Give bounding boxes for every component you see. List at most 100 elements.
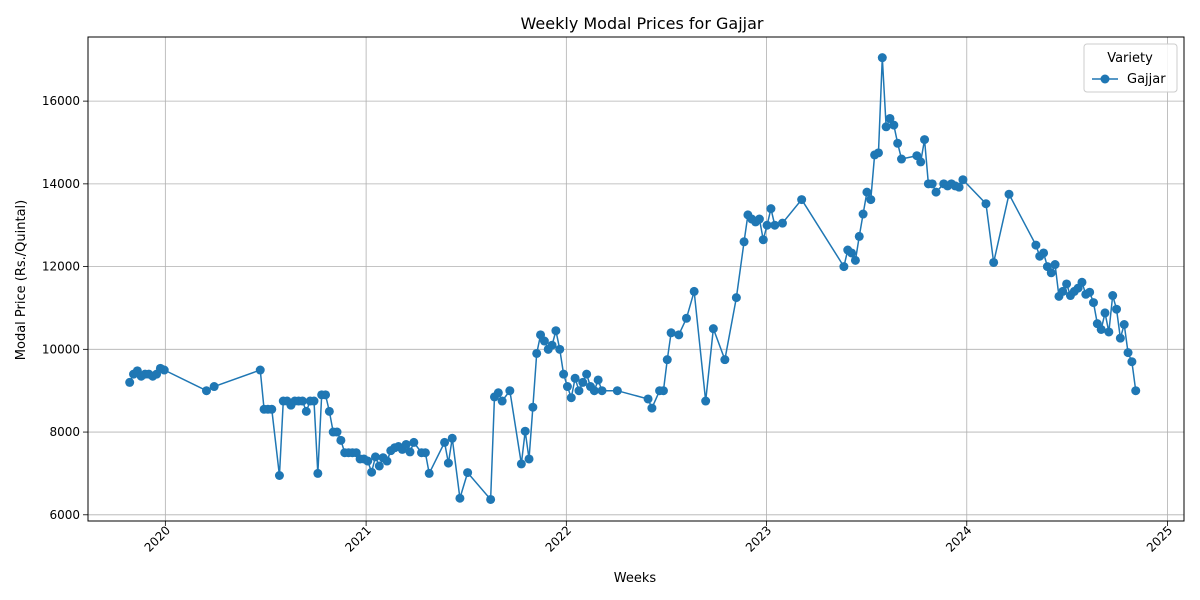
data-point [666,328,676,338]
data-point [1004,189,1014,199]
data-point [866,195,876,205]
data-point [455,493,465,503]
x-tick-label: 2025 [1144,523,1175,554]
data-point [839,262,849,272]
y-tick-label: 12000 [42,260,80,274]
data-point [927,179,937,189]
data-point [405,447,415,457]
data-point [643,394,653,404]
series-line [129,57,1137,502]
y-tick-label: 10000 [42,342,80,356]
data-point [989,257,999,267]
data-point [297,396,307,406]
data-point [447,433,457,443]
data-point [321,390,331,400]
y-tick-label: 6000 [49,508,80,522]
data-point [847,248,857,258]
data-point [1058,286,1068,296]
data-point [850,255,860,265]
data-point [547,340,557,350]
data-point [363,456,373,466]
chart-title: Weekly Modal Prices for Gajjar [521,14,764,33]
data-point [754,214,764,224]
y-tick-label: 14000 [42,177,80,191]
data-point [1088,298,1098,308]
series-gajjar [125,53,1141,504]
data-point [797,195,807,205]
x-tick-label: 2022 [543,523,574,554]
data-point [897,154,906,164]
y-axis-label: Modal Price (Rs./Quintal) [14,200,29,360]
data-point [463,468,473,478]
data-point [570,373,580,383]
y-tick-label: 16000 [42,94,80,108]
data-point [1104,327,1114,337]
data-point [409,437,419,447]
data-point [324,406,334,416]
data-point [443,458,453,468]
data-point [313,468,323,478]
data-point [1127,357,1137,367]
x-tick-label: 2021 [342,523,373,554]
data-point [374,461,384,471]
data-point [1096,324,1106,334]
data-point [1123,348,1133,358]
data-point [958,175,968,185]
data-point [931,187,941,197]
data-point [593,375,603,385]
x-tick-label: 2023 [743,523,774,554]
legend-marker-gajjar [1100,74,1110,84]
data-point [516,459,526,469]
data-point [497,396,507,406]
data-point [1115,333,1125,343]
data-point [336,435,346,445]
data-point [1131,386,1141,396]
data-point [1100,308,1110,318]
data-point [681,313,691,323]
data-point [689,286,699,296]
data-point [578,377,588,387]
legend-label-gajjar: Gajjar [1127,72,1166,87]
data-point [420,448,430,458]
data-point [854,231,864,241]
axis-ticks: 6000 8000 10000 12000 14000 16000 2020 2021 2022… [42,94,1176,555]
data-point [201,386,211,396]
data-point [770,220,780,230]
data-point [954,182,964,192]
data-point [332,427,342,437]
data-point [873,148,883,158]
plot-frame [87,36,1185,522]
data-point [1050,260,1060,270]
data-point [597,386,607,396]
data-point [424,468,434,478]
data-point [209,382,219,392]
x-axis-label: Weeks [614,571,657,586]
data-point [1046,268,1056,278]
data-point [520,426,530,436]
data-point [916,157,926,167]
data-point [524,454,534,464]
data-point [720,355,730,365]
data-point [401,439,411,449]
data-point [708,324,718,334]
x-tick-label: 2024 [943,523,974,554]
data-point [555,344,565,354]
data-point [647,403,657,413]
data-point [731,293,741,303]
data-point [762,220,772,230]
data-point [1031,240,1041,250]
data-point [858,209,868,219]
data-point [505,386,515,396]
data-point [739,237,749,247]
data-point [662,355,672,365]
data-point [674,330,684,340]
data-point [589,386,599,396]
data-point [551,326,561,336]
data-point [889,120,899,130]
data-point [862,187,872,197]
legend-title: Variety [1107,51,1153,66]
data-point [701,396,711,406]
data-point [125,377,135,387]
data-point [612,386,622,396]
